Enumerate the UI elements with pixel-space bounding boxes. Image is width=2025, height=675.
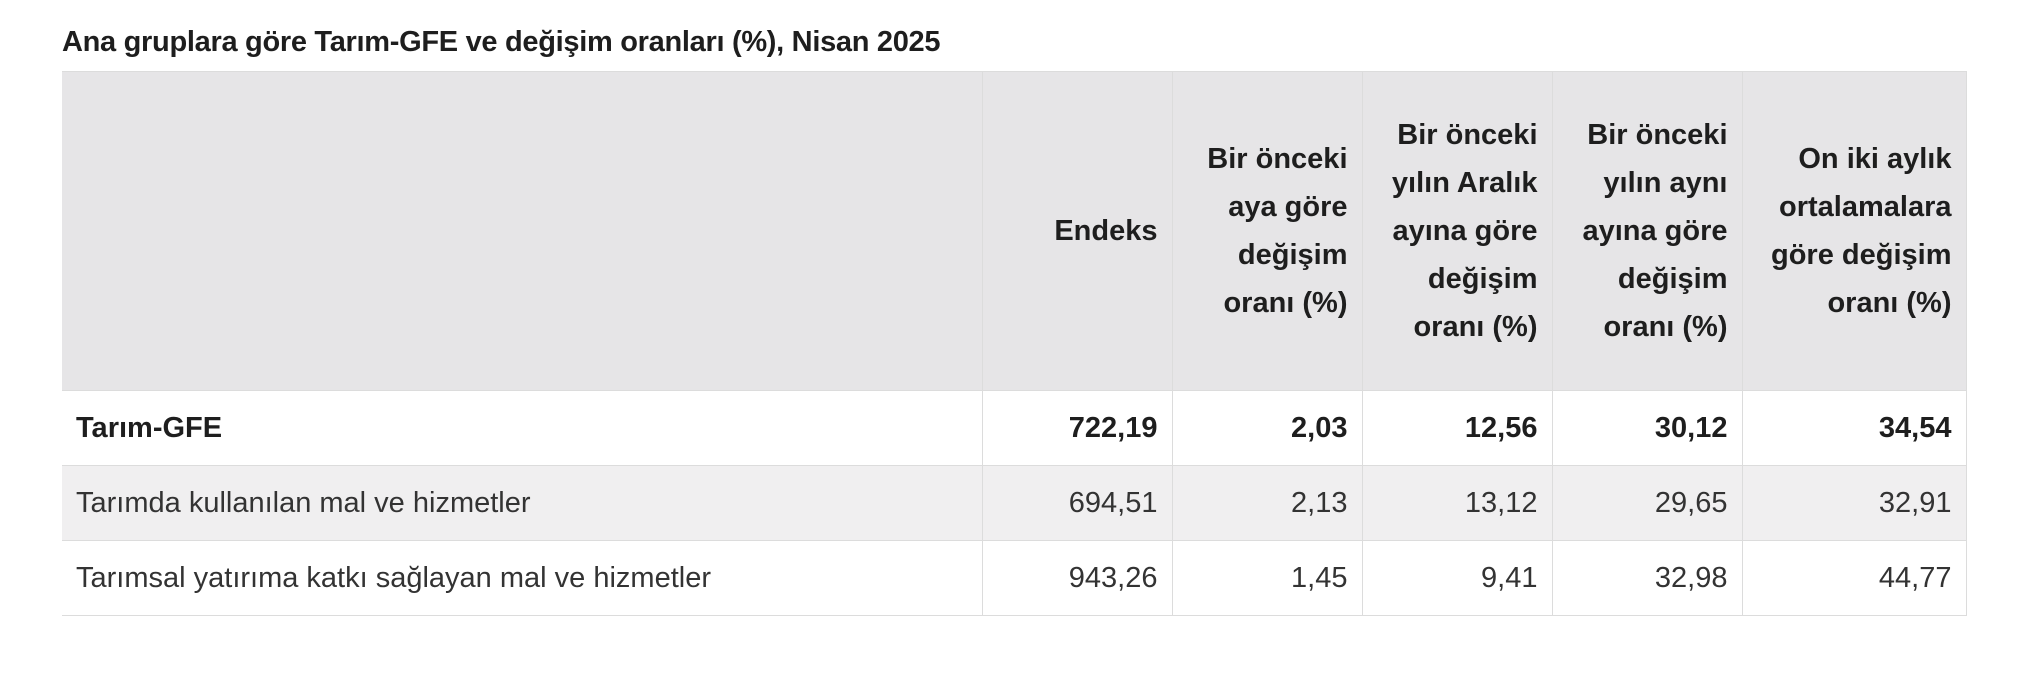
- cell-index: 722,19: [981, 390, 1173, 466]
- table-row: Tarımda kullanılan mal ve hizmetler 694,…: [62, 465, 1967, 541]
- cell-annual-change: 29,65: [1551, 465, 1743, 541]
- header-annual-change: Bir önceki yılın aynı ayına göre değişim…: [1551, 71, 1743, 391]
- header-monthly-change: Bir önceki aya göre değişim oranı (%): [1171, 71, 1363, 391]
- cell-12month-average-change: 34,54: [1741, 390, 1967, 466]
- cell-monthly-change: 2,03: [1171, 390, 1363, 466]
- header-index: Endeks: [981, 71, 1173, 391]
- cell-index: 943,26: [981, 540, 1173, 616]
- table-caption: Ana gruplara göre Tarım-GFE ve değişim o…: [62, 26, 941, 58]
- cell-december-change: 9,41: [1361, 540, 1553, 616]
- cell-index: 694,51: [981, 465, 1173, 541]
- index-table: Endeks Bir önceki aya göre değişim oranı…: [62, 71, 1967, 616]
- table-row-total: Tarım-GFE 722,19 2,03 12,56 30,12 34,54: [62, 390, 1967, 466]
- header-december-change: Bir önceki yılın Aralık ayına göre değiş…: [1361, 71, 1553, 391]
- header-stub: [62, 71, 983, 391]
- header-row: Endeks Bir önceki aya göre değişim oranı…: [62, 71, 1967, 391]
- cell-annual-change: 32,98: [1551, 540, 1743, 616]
- table-row: Tarımsal yatırıma katkı sağlayan mal ve …: [62, 540, 1967, 616]
- cell-annual-change: 30,12: [1551, 390, 1743, 466]
- cell-12month-average-change: 32,91: [1741, 465, 1967, 541]
- row-label: Tarım-GFE: [62, 390, 983, 466]
- cell-december-change: 13,12: [1361, 465, 1553, 541]
- row-label: Tarımda kullanılan mal ve hizmetler: [62, 465, 983, 541]
- cell-monthly-change: 1,45: [1171, 540, 1363, 616]
- cell-12month-average-change: 44,77: [1741, 540, 1967, 616]
- cell-monthly-change: 2,13: [1171, 465, 1363, 541]
- header-12month-average-change: On iki aylık ortalamalara göre değişim o…: [1741, 71, 1967, 391]
- row-label: Tarımsal yatırıma katkı sağlayan mal ve …: [62, 540, 983, 616]
- cell-december-change: 12,56: [1361, 390, 1553, 466]
